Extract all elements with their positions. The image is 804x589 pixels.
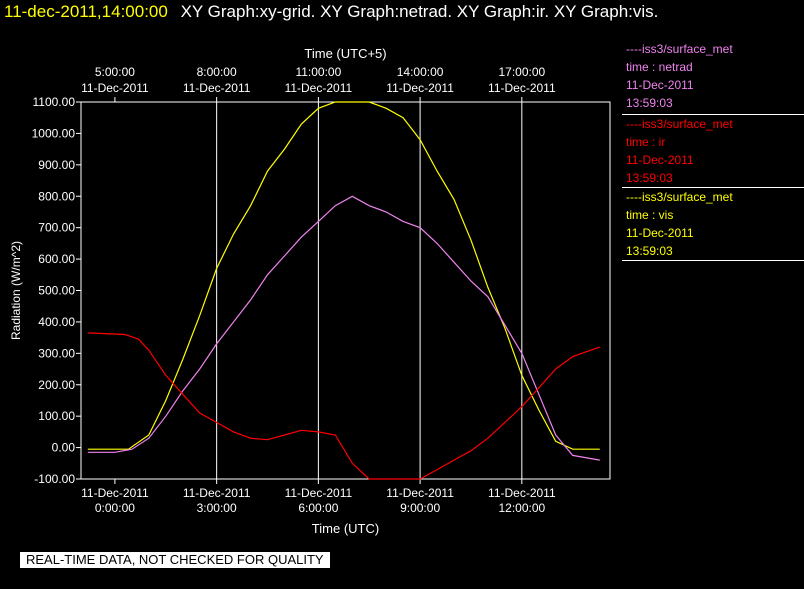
series-line-0: [87, 101, 600, 450]
legend-title: ----iss3/surface_met: [626, 190, 733, 204]
x2-tick-time: 14:00:00: [397, 65, 444, 79]
x2-tick-time: 8:00:00: [197, 65, 237, 79]
legend-date: 11-Dec-2011: [626, 78, 694, 92]
legend-time: 13:59:03: [626, 171, 673, 185]
legend-netrad: ----iss3/surface_met time : netrad 11-De…: [622, 40, 804, 115]
x-tick-time: 6:00:00: [298, 501, 338, 515]
x2-tick-time: 5:00:00: [95, 65, 135, 79]
legend-date: 11-Dec-2011: [626, 153, 694, 167]
legend-var: time : netrad: [626, 60, 693, 74]
x2-tick-time: 17:00:00: [498, 65, 545, 79]
y-tick-label: 1100.00: [33, 95, 76, 109]
y-tick-label: 300.00: [38, 346, 75, 360]
legend-date: 11-Dec-2011: [626, 226, 694, 240]
y-tick-label: 500.00: [38, 284, 75, 298]
y-tick-label: 700.00: [38, 221, 75, 235]
y-tick-label: 400.00: [38, 315, 75, 329]
legend-var: time : vis: [626, 208, 674, 222]
x2-tick-date: 11-Dec-2011: [285, 81, 353, 95]
x-tick-date: 11-Dec-2011: [285, 486, 353, 500]
chart-header: 11-dec-2011,14:00:00 XY Graph:xy-grid. X…: [4, 2, 658, 22]
legend-time: 13:59:03: [626, 244, 673, 258]
y-axis-label: Radiation (W/m^2): [9, 241, 23, 340]
x2-tick-date: 11-Dec-2011: [488, 81, 556, 95]
y-tick-label: 800.00: [38, 189, 75, 203]
x-tick-time: 3:00:00: [197, 501, 237, 515]
series-line-2: [87, 332, 600, 480]
x2-tick-time: 11:00:00: [295, 65, 341, 79]
y-tick-label: 900.00: [38, 158, 75, 172]
y-tick-label: 100.00: [38, 409, 75, 423]
series-line-1: [87, 195, 600, 461]
x2-tick-date: 11-Dec-2011: [81, 81, 149, 95]
legend-ir: ----iss3/surface_met time : ir 11-Dec-20…: [622, 115, 804, 188]
timestamp: 11-dec-2011,14:00:00: [4, 2, 168, 21]
y-tick-label: -100.00: [34, 472, 75, 486]
x-tick-date: 11-Dec-2011: [183, 486, 251, 500]
legend-vis: ----iss3/surface_met time : vis 11-Dec-2…: [622, 188, 804, 261]
x-tick-date: 11-Dec-2011: [81, 486, 149, 500]
x2-tick-date: 11-Dec-2011: [386, 81, 454, 95]
y-tick-label: 600.00: [38, 252, 75, 266]
x2-axis-label: Time (UTC+5): [304, 46, 386, 61]
x-tick-date: 11-Dec-2011: [386, 486, 454, 500]
x-tick-time: 9:00:00: [400, 501, 440, 515]
x-tick-date: 11-Dec-2011: [488, 486, 556, 500]
y-tick-label: 1000.00: [32, 126, 76, 140]
legend-title: ----iss3/surface_met: [626, 42, 733, 56]
x2-tick-date: 11-Dec-2011: [183, 81, 251, 95]
x-tick-time: 0:00:00: [95, 501, 135, 515]
y-tick-label: 0.00: [52, 441, 76, 455]
y-tick-label: 200.00: [38, 378, 75, 392]
legend-var: time : ir: [626, 135, 666, 149]
quality-banner: REAL-TIME DATA, NOT CHECKED FOR QUALITY: [20, 552, 330, 568]
graph-titles: XY Graph:xy-grid. XY Graph:netrad. XY Gr…: [180, 2, 659, 21]
x-tick-time: 12:00:00: [498, 501, 545, 515]
legend-title: ----iss3/surface_met: [626, 117, 733, 131]
legend-time: 13:59:03: [626, 96, 673, 110]
x-axis-label: Time (UTC): [312, 521, 379, 536]
